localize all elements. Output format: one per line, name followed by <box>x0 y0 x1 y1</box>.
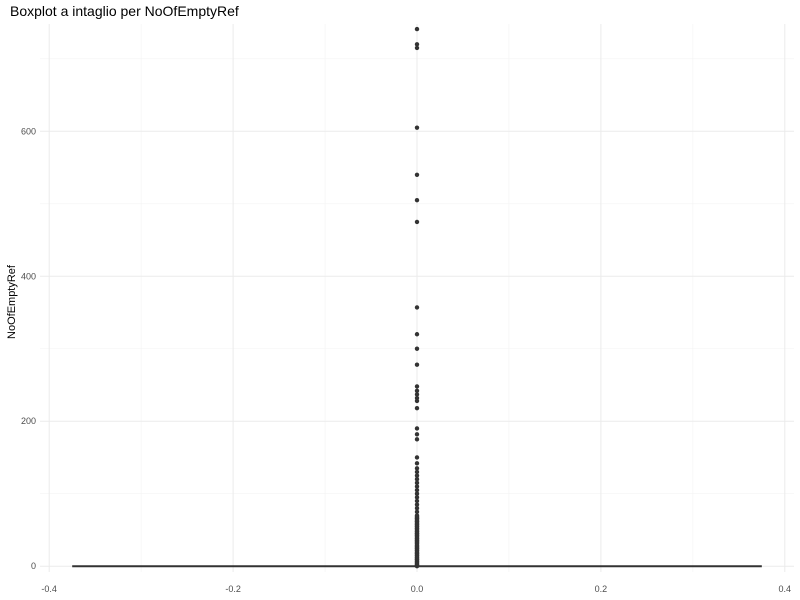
x-tick-label: 0.0 <box>411 584 424 594</box>
outlier-point <box>414 480 420 486</box>
outlier-point <box>414 388 420 393</box>
outlier-point <box>414 461 420 466</box>
outlier-point <box>414 506 420 511</box>
outlier-point <box>414 426 420 431</box>
outlier-point <box>414 45 420 51</box>
outlier-point <box>414 346 420 351</box>
outlier-point <box>414 495 420 500</box>
outlier-point <box>414 469 420 475</box>
y-tick-label: 0 <box>31 561 36 571</box>
outlier-point <box>414 332 420 337</box>
outlier-point <box>414 484 420 489</box>
outlier-point <box>414 42 420 47</box>
outlier-point <box>414 466 420 471</box>
x-tick-label: -0.2 <box>225 584 241 594</box>
outlier-point <box>414 498 420 504</box>
outlier-point <box>414 502 420 507</box>
outlier-point <box>414 384 420 389</box>
outlier-point <box>414 477 420 482</box>
outlier-point <box>414 362 420 367</box>
y-axis-ticks: 0 200 400 600 <box>21 126 36 571</box>
outlier-point <box>414 473 420 478</box>
outlier-point <box>414 197 420 203</box>
y-tick-label: 200 <box>21 416 36 426</box>
outlier-point <box>414 432 420 437</box>
outlier-point <box>414 455 420 460</box>
y-tick-label: 400 <box>21 271 36 281</box>
outlier-point <box>414 509 420 515</box>
x-tick-label: 0.2 <box>595 584 608 594</box>
outlier-point <box>414 125 420 130</box>
y-tick-label: 600 <box>21 126 36 136</box>
x-tick-label: 0.4 <box>779 584 792 594</box>
outlier-point <box>414 219 420 225</box>
outlier-point <box>414 405 420 411</box>
outlier-point <box>414 172 420 177</box>
outlier-point <box>414 398 420 404</box>
outlier-points <box>414 26 420 569</box>
outlier-point <box>414 392 420 397</box>
outlier-point <box>414 26 420 32</box>
chart-title: Boxplot a intaglio per NoOfEmptyRef <box>10 3 239 19</box>
x-tick-label: -0.4 <box>41 584 57 594</box>
outlier-point <box>414 487 420 493</box>
outlier-point <box>414 437 420 442</box>
outlier-point <box>414 491 420 496</box>
y-axis-title: NoOfEmptyRef <box>6 264 18 339</box>
outlier-point <box>414 513 420 519</box>
x-axis-ticks: -0.4 -0.2 0.0 0.2 0.4 <box>41 584 791 594</box>
outlier-point <box>414 305 420 310</box>
